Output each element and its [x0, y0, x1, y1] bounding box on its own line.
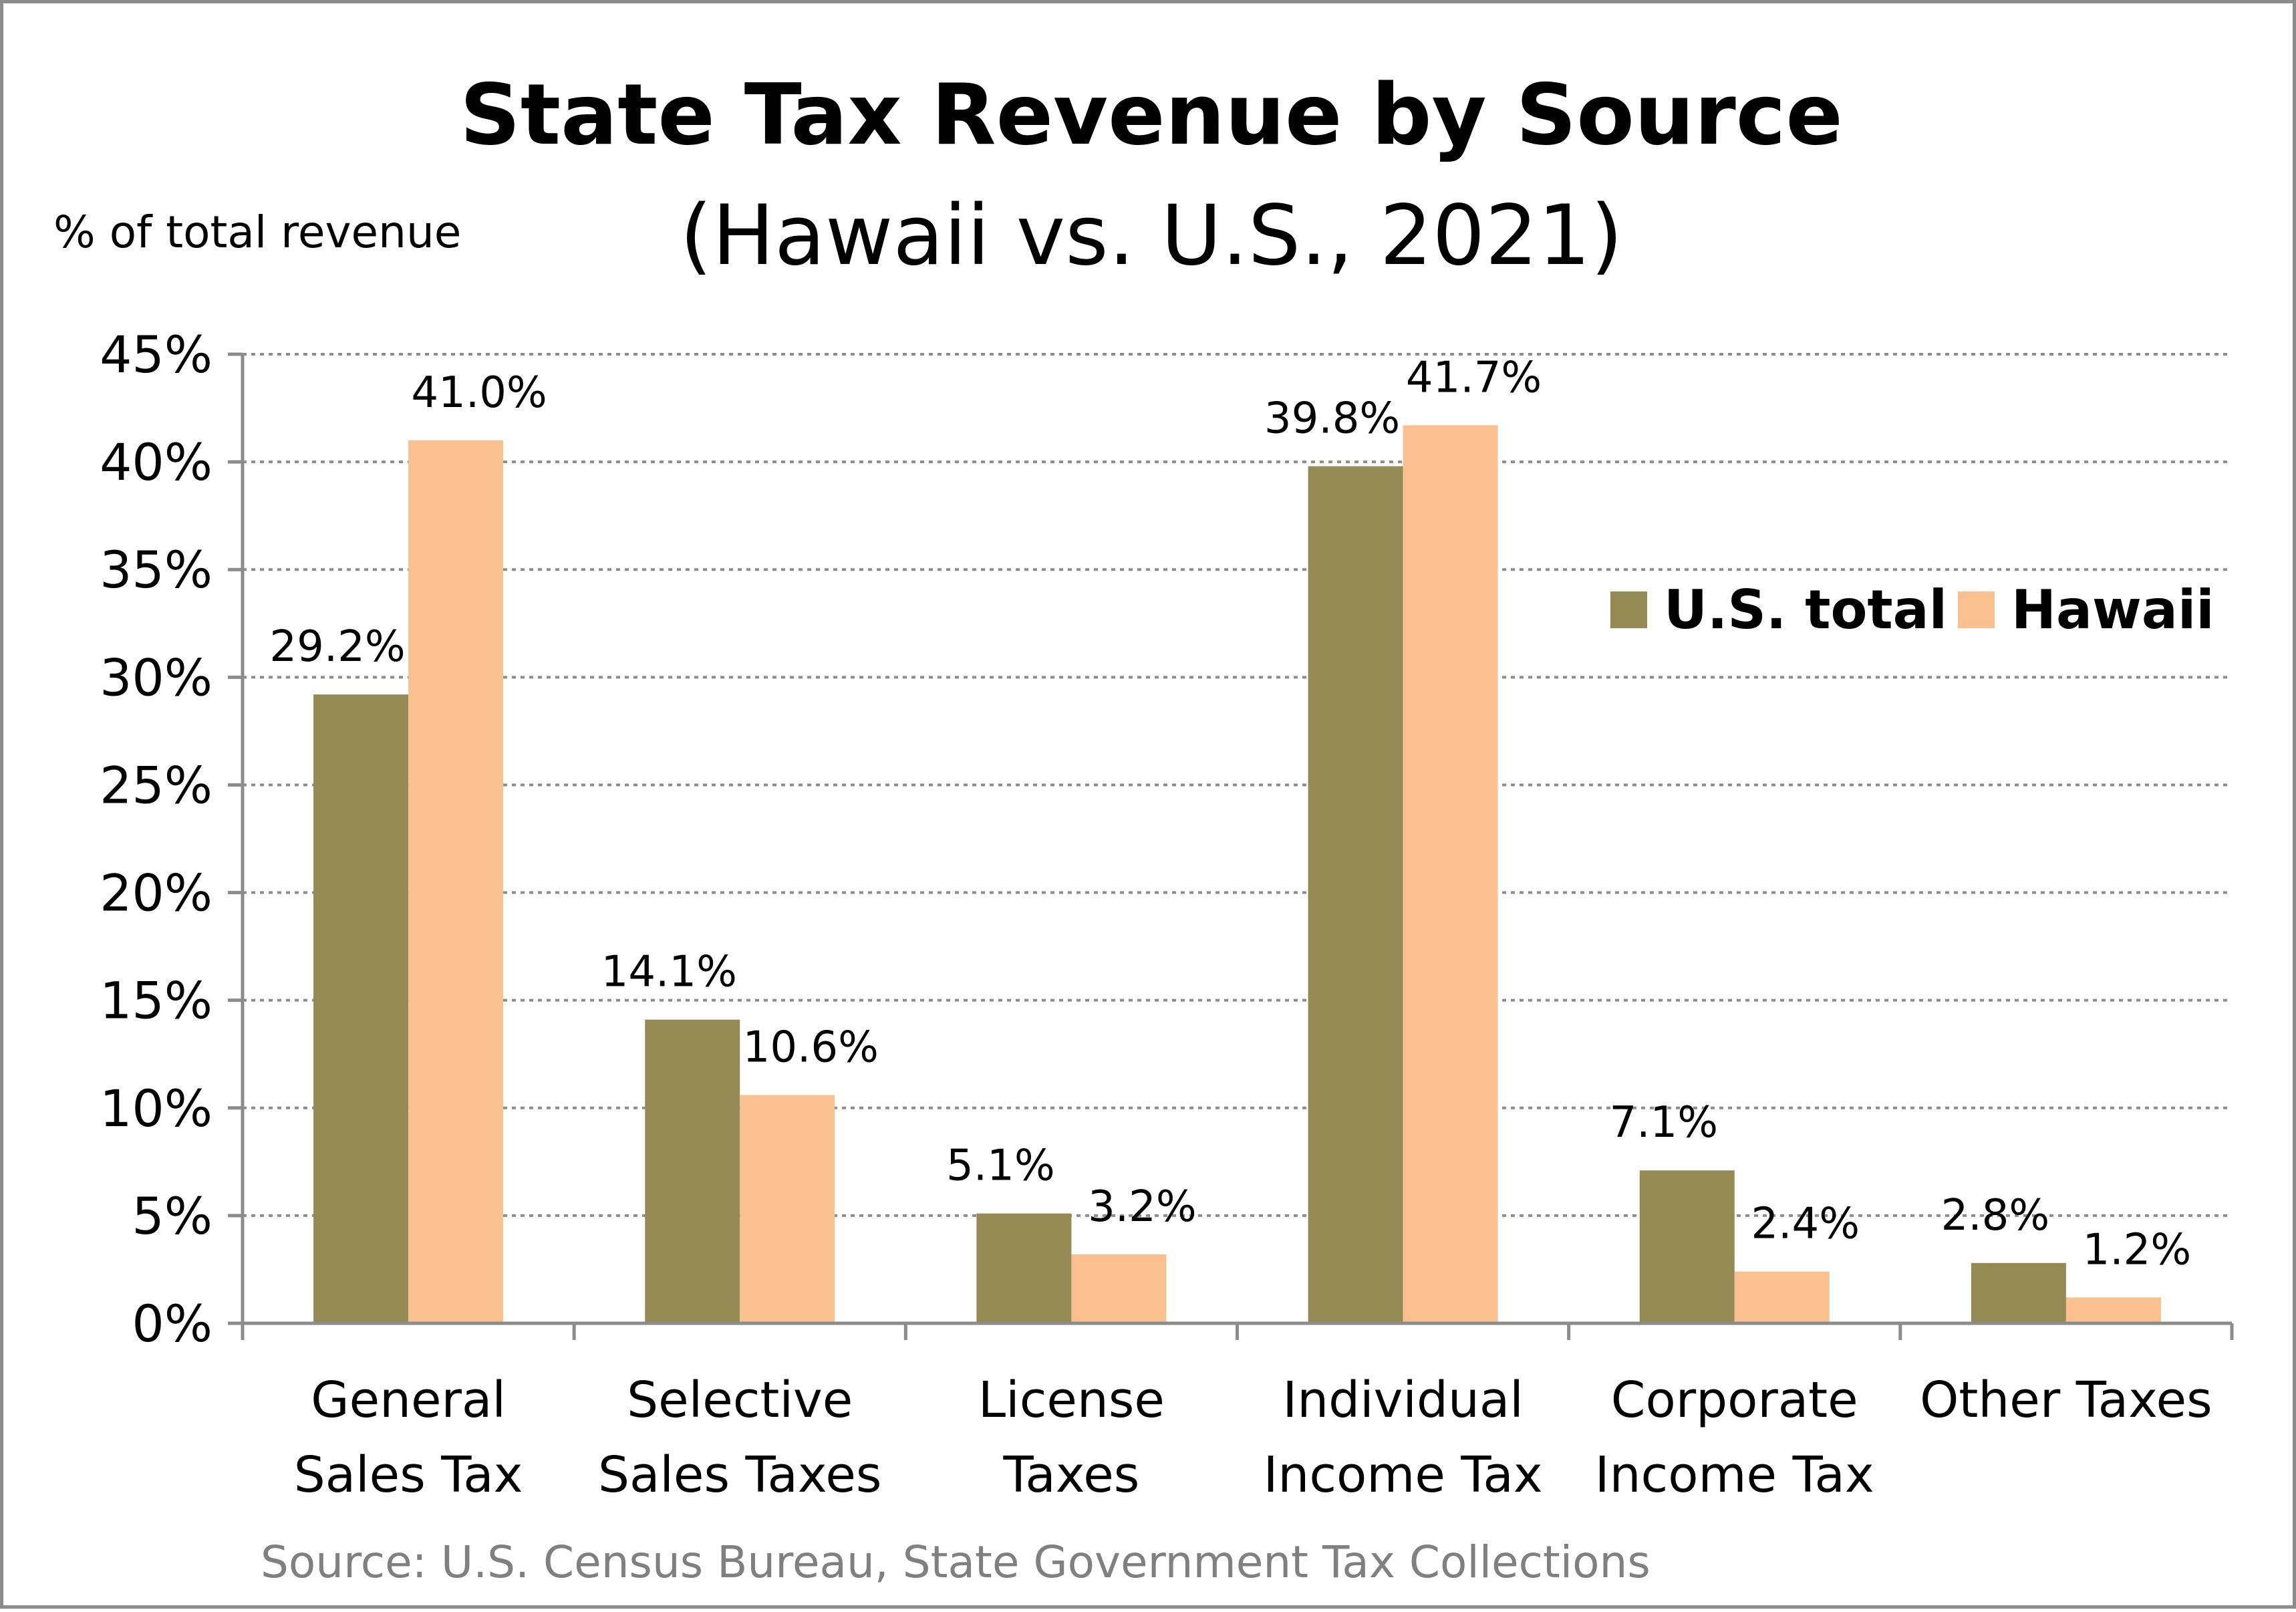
bar-us-total [645, 1019, 740, 1323]
y-tick-label: 20% [100, 863, 212, 923]
bar-hawaii [2065, 1297, 2161, 1323]
legend-label-us-total: U.S. total [1664, 579, 1947, 641]
data-label-us-total: 14.1% [601, 948, 737, 997]
category-label: Other Taxes [1920, 1371, 2212, 1429]
axes [241, 354, 2234, 1340]
category-label: Sales Taxes [598, 1446, 881, 1504]
category-label: Sales Tax [294, 1446, 523, 1504]
y-tick-label: 30% [100, 648, 212, 707]
y-axis-ticks: 0% 5% 10% 15% 20% 25% 30% 35% 40% 45% [100, 325, 212, 1353]
y-tick-label: 0% [132, 1294, 212, 1353]
bar-hawaii [1734, 1271, 1830, 1323]
category-label: General [311, 1371, 506, 1429]
gridlines [228, 352, 2232, 1325]
bar-hawaii [740, 1095, 835, 1323]
data-label-hawaii: 41.7% [1406, 353, 1542, 402]
y-tick-label: 25% [100, 755, 212, 815]
y-tick-label: 15% [100, 971, 212, 1031]
y-axis-unit-label: % of total revenue [53, 207, 461, 258]
legend: U.S. total Hawaii [1610, 579, 2214, 641]
bar-hawaii [408, 440, 504, 1323]
bars [313, 425, 2161, 1324]
category-label: Income Tax [1595, 1446, 1874, 1504]
bar-us-total [1308, 466, 1403, 1323]
y-tick-label: 10% [100, 1079, 212, 1138]
data-label-us-total: 2.8% [1941, 1191, 2050, 1240]
category-labels: General Sales Tax Selective Sales Taxes Lice… [294, 1371, 2212, 1504]
data-label-us-total: 7.1% [1609, 1098, 1718, 1148]
data-label-us-total: 39.8% [1264, 394, 1400, 444]
chart-title: State Tax Revenue by Source [460, 65, 1843, 164]
bar-chart: State Tax Revenue by Source (Hawaii vs. … [53, 65, 2234, 1588]
category-label: Selective [627, 1371, 853, 1429]
bar-hawaii [1403, 425, 1498, 1324]
chart-subtitle: (Hawaii vs. U.S., 2021) [680, 188, 1622, 284]
data-label-hawaii: 1.2% [2083, 1225, 2192, 1274]
y-tick-label: 40% [100, 432, 212, 492]
y-tick-label: 5% [132, 1186, 212, 1246]
source-note: Source: U.S. Census Bureau, State Govern… [261, 1536, 1651, 1588]
bar-hawaii [1071, 1254, 1167, 1323]
bar-us-total [976, 1213, 1072, 1323]
data-label-us-total: 5.1% [946, 1141, 1055, 1191]
bar-us-total [1971, 1262, 2066, 1323]
legend-swatch-us-total [1610, 591, 1647, 628]
data-label-hawaii: 3.2% [1088, 1182, 1197, 1232]
bar-us-total [313, 694, 409, 1323]
category-label: Taxes [1002, 1446, 1139, 1504]
data-label-us-total: 29.2% [269, 622, 405, 672]
bar-us-total [1639, 1170, 1735, 1323]
data-label-hawaii: 2.4% [1751, 1200, 1860, 1249]
y-tick-label: 45% [100, 325, 212, 384]
category-label: Individual [1282, 1371, 1523, 1429]
data-label-hawaii: 41.0% [411, 368, 547, 418]
y-tick-label: 35% [100, 540, 212, 599]
legend-label-hawaii: Hawaii [2011, 579, 2214, 641]
category-label: Income Tax [1264, 1446, 1543, 1504]
data-labels: 29.2% 41.0% 14.1%10.6% 5.1% 3.2% 39.8%41.7% 7.… [269, 353, 2191, 1274]
legend-swatch-hawaii [1958, 591, 1995, 628]
data-label-hawaii: 10.6% [743, 1023, 879, 1072]
category-label: License [978, 1371, 1165, 1429]
category-label: Corporate [1611, 1371, 1858, 1429]
